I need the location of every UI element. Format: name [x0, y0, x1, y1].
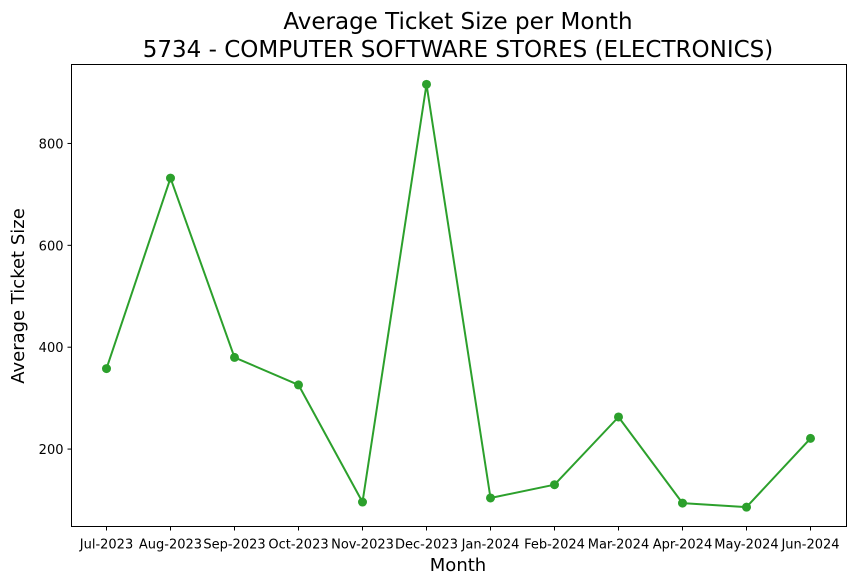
x-tick-label: Jul-2023	[79, 538, 133, 553]
y-tick-label: 600	[39, 239, 64, 254]
data-point	[230, 352, 239, 362]
data-point	[102, 364, 111, 374]
x-tick-label: Nov-2023	[331, 538, 394, 553]
data-point	[742, 502, 751, 512]
data-point	[550, 480, 559, 490]
x-tick-label: Jun-2024	[780, 538, 839, 553]
chart-title: Average Ticket Size per Month	[283, 9, 632, 35]
data-point	[422, 79, 431, 89]
x-tick-label: Dec-2023	[395, 538, 458, 553]
data-point	[806, 433, 815, 443]
x-tick-label: Mar-2024	[588, 538, 649, 553]
x-tick-label: Oct-2023	[268, 538, 328, 553]
data-point	[294, 380, 303, 390]
data-point	[614, 412, 623, 422]
x-tick-label: Feb-2024	[524, 538, 585, 553]
axes-frame	[71, 64, 847, 527]
chart-subtitle: 5734 - COMPUTER SOFTWARE STORES (ELECTRO…	[143, 37, 774, 63]
plot-area	[102, 79, 815, 512]
data-point	[166, 173, 175, 183]
y-axis-label: Average Ticket Size	[8, 208, 29, 384]
y-tick-label: 400	[39, 341, 64, 356]
x-tick-label: May-2024	[714, 538, 778, 553]
x-tick-label: Apr-2024	[653, 538, 712, 553]
data-point	[358, 497, 367, 507]
x-tick-label: Jan-2024	[461, 538, 520, 553]
y-tick-label: 200	[39, 443, 64, 458]
data-point	[678, 498, 687, 508]
x-tick-label: Aug-2023	[139, 538, 202, 553]
x-axis-label: Month	[430, 555, 486, 576]
data-point	[486, 493, 495, 503]
x-tick-label: Sep-2023	[203, 538, 265, 553]
series-line	[105, 83, 812, 509]
y-tick-label: 800	[39, 137, 64, 152]
